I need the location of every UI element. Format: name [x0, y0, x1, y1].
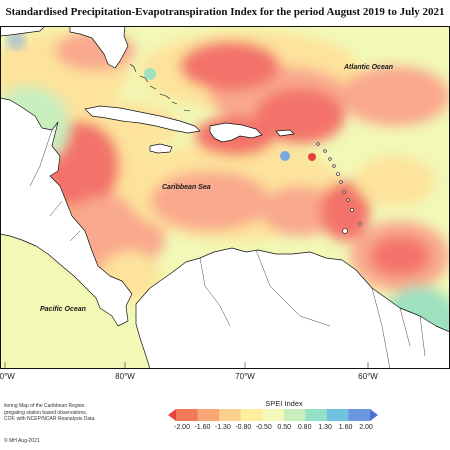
graticule [4, 362, 369, 369]
wet-spot-nw [8, 32, 24, 48]
puerto-rico [275, 129, 295, 137]
legend-tick-label: 0.80 [297, 424, 312, 431]
dry-spot-virgin-islands [308, 153, 316, 161]
legend-title: SPEI Index [265, 399, 303, 408]
legend-swatch [283, 409, 306, 421]
florida [69, 26, 129, 69]
spei-map [0, 26, 450, 369]
legend-tick-label: 2.00 [359, 424, 373, 431]
legend-tick-label: -1.60 [194, 424, 211, 431]
gulf-coast [0, 26, 46, 37]
credit-line: COF, with NCEP/NCAR Reanalysis Data. [4, 416, 96, 422]
legend-swatch [240, 409, 263, 421]
legend-swatch [305, 409, 328, 421]
label-caribbean-sea: Caribbean Sea [162, 184, 211, 191]
map-title: Standardised Precipitation-Evapotranspir… [5, 6, 445, 18]
credits: itoring Map of the Caribbean Region. gre… [4, 403, 96, 423]
label-pacific-ocean: Pacific Ocean [40, 306, 86, 313]
jamaica [149, 143, 173, 154]
copyright: © MH Aug-2021 [4, 438, 40, 444]
wet-spot-bahamas [144, 68, 156, 80]
wet-spot-puerto-rico [280, 151, 290, 161]
legend-swatch [348, 409, 371, 421]
legend-tick-label: -2.00 [174, 424, 190, 431]
lesser-antilles [316, 142, 362, 234]
legend-tick-label: 1.30 [318, 424, 332, 431]
legend-swatch [370, 409, 378, 421]
land [0, 26, 450, 369]
legend-swatch [176, 409, 198, 421]
borders [29, 129, 426, 369]
legend-swatch [197, 409, 220, 421]
label-atlantic-ocean: Atlantic Ocean [344, 64, 394, 71]
longitude-label-60w: 60°W [358, 372, 378, 381]
legend-tick-label: 1.60 [338, 424, 353, 431]
central-america [0, 97, 133, 327]
legend-swatch [262, 409, 285, 421]
longitude-label-80w: 80°W [115, 372, 135, 381]
credit-line: itoring Map of the Caribbean Region. [4, 403, 86, 409]
legend-tick-label: -0.50 [255, 424, 272, 431]
legend-tick-label: -1.30 [214, 424, 231, 431]
legend-tick-label: -0.80 [235, 424, 252, 431]
bahamas [129, 63, 191, 112]
longitude-label-90w: 90°W [0, 372, 15, 381]
cuba [84, 105, 201, 134]
south-america [135, 247, 450, 369]
longitude-label-70w: 70°W [235, 372, 255, 381]
legend-tick-label: 0.50 [277, 424, 292, 431]
credit-line: gregating station based observations, [4, 409, 88, 416]
hispaniola [209, 122, 263, 143]
legend-swatch [326, 409, 349, 421]
legend-colorbar [168, 409, 378, 421]
legend-ticks: -2.00 -1.60 -1.30 -0.80 -0.50 0.50 0.80 1.30 1.6… [174, 424, 374, 434]
legend-swatch [219, 409, 241, 421]
legend-swatch [168, 409, 176, 421]
